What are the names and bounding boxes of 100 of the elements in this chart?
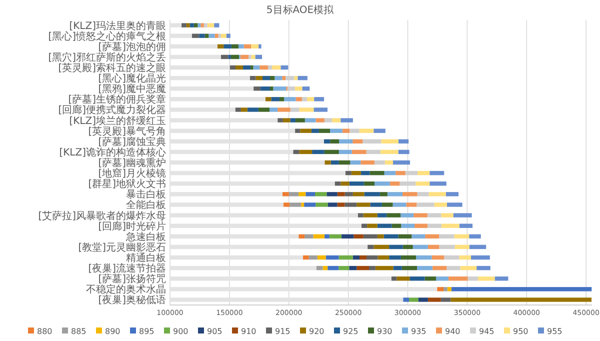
bar — [392, 224, 402, 228]
bar — [417, 266, 432, 270]
bar — [352, 192, 364, 196]
bar — [437, 287, 444, 292]
bar — [389, 255, 401, 260]
bar — [299, 150, 312, 154]
bar — [428, 192, 446, 196]
bar — [432, 255, 444, 260]
bar — [374, 244, 390, 250]
legend-label: 920 — [309, 326, 324, 336]
bar — [284, 97, 296, 102]
bar — [308, 255, 318, 260]
bar — [367, 224, 378, 228]
bar — [392, 202, 406, 207]
y-tick-label: [KLZ]埃兰的舒缓红玉 — [69, 114, 166, 127]
bar — [302, 86, 310, 91]
bar — [446, 202, 462, 207]
bar — [362, 139, 382, 144]
bar — [290, 118, 296, 122]
bar — [200, 23, 204, 28]
legend-label: 940 — [445, 326, 460, 336]
bar — [194, 23, 198, 28]
bar — [296, 118, 305, 122]
bar — [278, 108, 290, 112]
bar — [389, 244, 403, 250]
y-tick-label: [英灵殿]暴气号角 — [88, 125, 166, 138]
bar — [294, 86, 302, 91]
bar — [359, 255, 366, 260]
legend-label: 955 — [547, 326, 562, 336]
bar — [247, 108, 258, 112]
bar — [204, 23, 208, 28]
bar — [410, 276, 425, 281]
bar — [258, 44, 262, 48]
bar — [238, 44, 244, 48]
bar — [432, 266, 447, 270]
bar — [256, 76, 262, 80]
bar — [250, 76, 256, 80]
bar — [182, 23, 186, 28]
bar — [352, 139, 363, 144]
bar — [374, 128, 386, 133]
bar — [304, 202, 316, 207]
bar — [298, 192, 306, 196]
bar — [271, 97, 280, 102]
bar — [273, 86, 286, 91]
bar — [381, 139, 398, 144]
bar — [377, 213, 387, 218]
bar — [446, 192, 459, 196]
legend-label: 950 — [513, 326, 528, 336]
bar — [396, 276, 410, 281]
y-tick-label: [夜巢]奥秘低语 — [98, 294, 166, 306]
bar — [402, 192, 418, 196]
bar — [315, 192, 327, 196]
bar — [380, 150, 398, 154]
bar — [326, 255, 339, 260]
y-tick-label: [夜巢]流速节拍器 — [88, 262, 166, 275]
bar — [360, 160, 374, 165]
bar — [386, 213, 401, 218]
y-tick-label: 不稳定的奥术水晶 — [86, 284, 166, 296]
bar — [363, 234, 378, 238]
bar — [295, 128, 300, 133]
legend-label: 890 — [105, 326, 120, 336]
bar — [439, 244, 455, 250]
bar — [314, 108, 328, 112]
bar — [338, 266, 350, 270]
y-tick-label: 全能白板 — [126, 199, 166, 212]
bar — [398, 139, 409, 144]
bar — [301, 202, 304, 207]
y-tick-label: [黑心]愤怒之心的瘴气之根 — [48, 30, 166, 42]
bar — [378, 255, 390, 260]
bar — [304, 234, 314, 238]
legend-label: 895 — [139, 326, 154, 336]
bar — [226, 34, 230, 38]
bar — [352, 255, 360, 260]
bar — [459, 224, 473, 228]
bar — [441, 213, 454, 218]
bar — [326, 192, 338, 196]
bar — [190, 23, 194, 28]
y-tick-label: [萨墓]生锈的佣兵奖章 — [68, 94, 166, 106]
bar — [350, 160, 361, 165]
bar — [380, 192, 388, 196]
legend-label: 925 — [343, 326, 358, 336]
bar — [290, 202, 302, 207]
bar — [356, 266, 369, 270]
bar — [427, 213, 442, 218]
bar — [446, 266, 460, 270]
bar — [387, 192, 403, 196]
bar — [370, 202, 382, 207]
y-tick-label: [黑鸦]魔中恶魔 — [98, 83, 166, 96]
bar — [468, 276, 478, 281]
bar — [425, 234, 440, 238]
bar — [398, 150, 410, 154]
bar — [444, 255, 460, 260]
bar — [360, 170, 370, 176]
bar — [416, 182, 430, 186]
bar — [328, 266, 339, 270]
y-tick-label: [艾萨拉]风暴歌者的爆炸水母 — [38, 210, 166, 222]
bar — [265, 97, 272, 102]
bar — [337, 202, 345, 207]
bar — [364, 192, 380, 196]
bar — [344, 192, 353, 196]
